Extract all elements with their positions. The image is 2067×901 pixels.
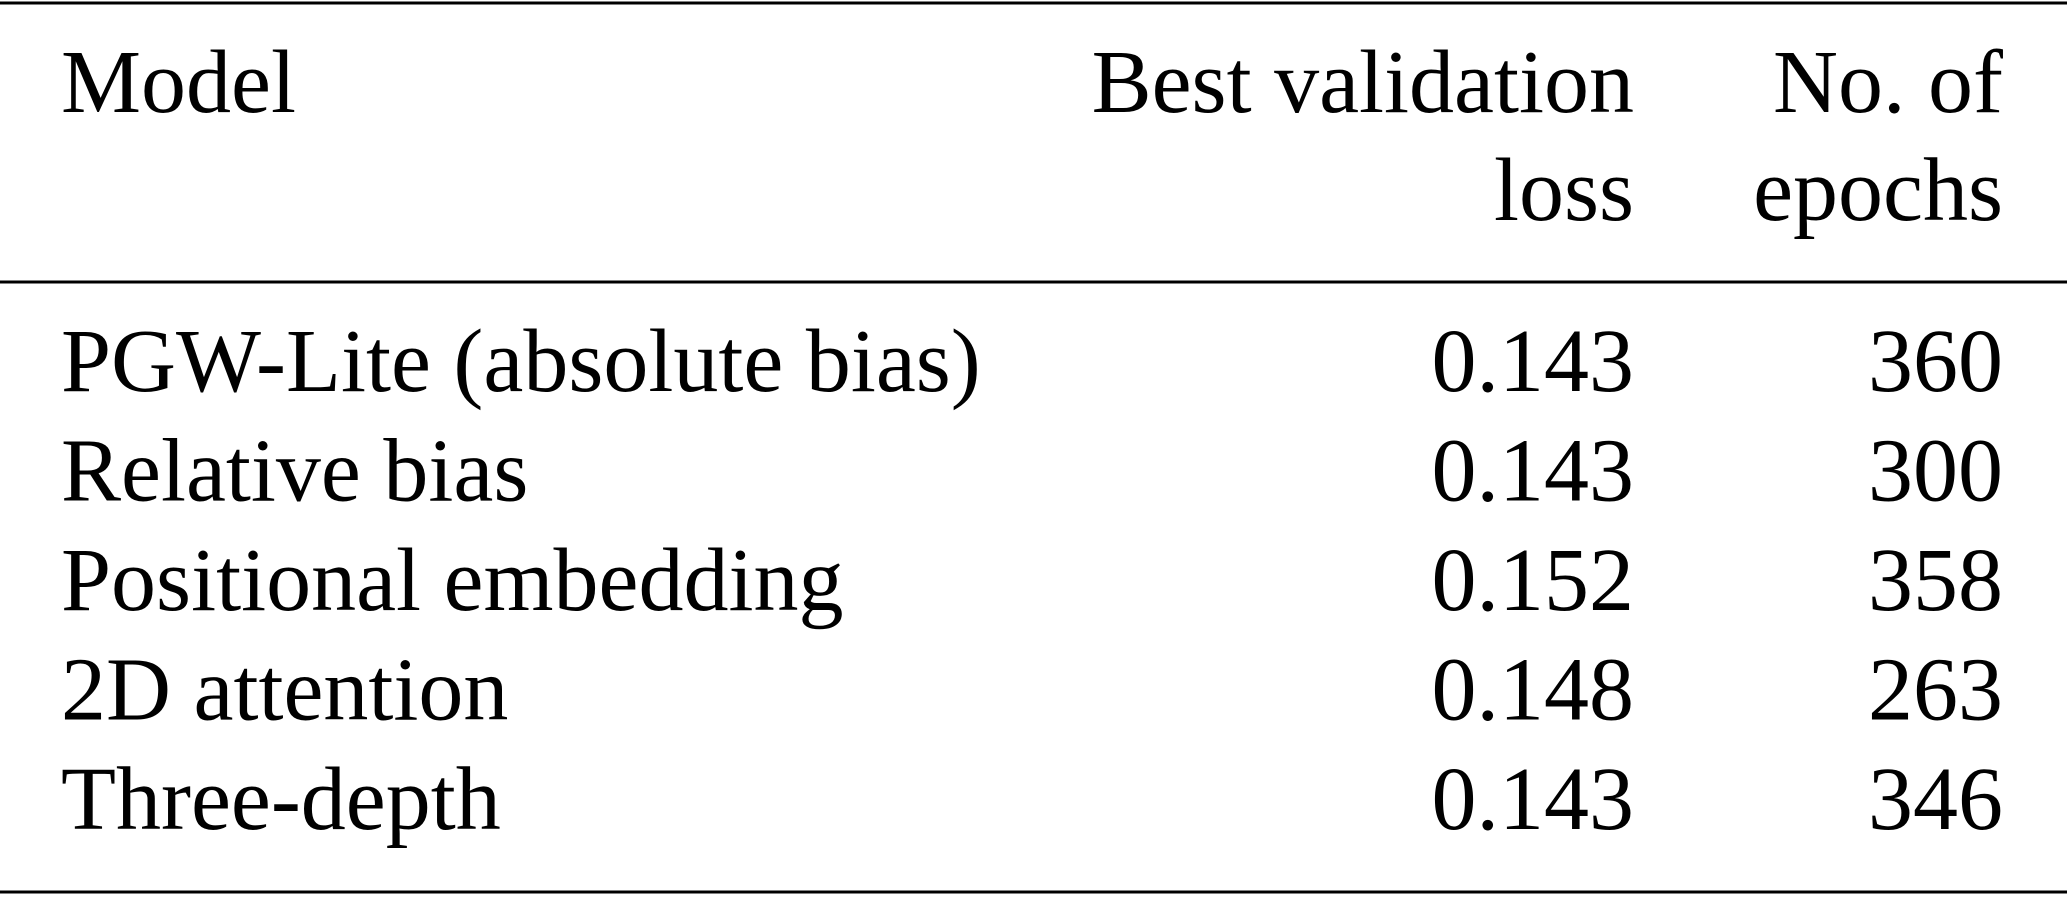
table-cell: Positional embedding: [61, 531, 843, 630]
table-cell: PGW-Lite (absolute bias): [61, 312, 981, 411]
header-cell: No. of: [1773, 33, 2003, 132]
table-cell: 0.143: [1432, 422, 1635, 521]
table-cell: 346: [1868, 750, 2003, 849]
table-cell: Relative bias: [61, 422, 528, 521]
table-cell: Three-depth: [61, 750, 501, 849]
header-cell: Best validation: [1092, 33, 1634, 132]
table-cell: 0.143: [1432, 750, 1635, 849]
header-cell: loss: [1494, 141, 1634, 240]
header-cell: epochs: [1753, 141, 2003, 240]
table-cell: 0.152: [1432, 531, 1635, 630]
table-cell: 263: [1868, 641, 2003, 740]
table-cell: 0.148: [1432, 641, 1635, 740]
header-cell: Model: [61, 33, 296, 132]
table-cell: 2D attention: [61, 641, 508, 740]
table-cell: 0.143: [1432, 312, 1635, 411]
table-cell: 300: [1868, 422, 2003, 521]
table-cell: 360: [1868, 312, 2003, 411]
table-cell: 358: [1868, 531, 2003, 630]
